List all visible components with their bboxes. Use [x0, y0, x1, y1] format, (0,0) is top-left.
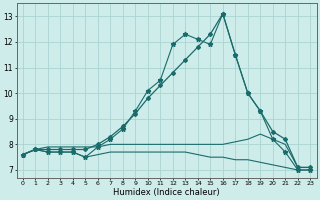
X-axis label: Humidex (Indice chaleur): Humidex (Indice chaleur) — [113, 188, 220, 197]
